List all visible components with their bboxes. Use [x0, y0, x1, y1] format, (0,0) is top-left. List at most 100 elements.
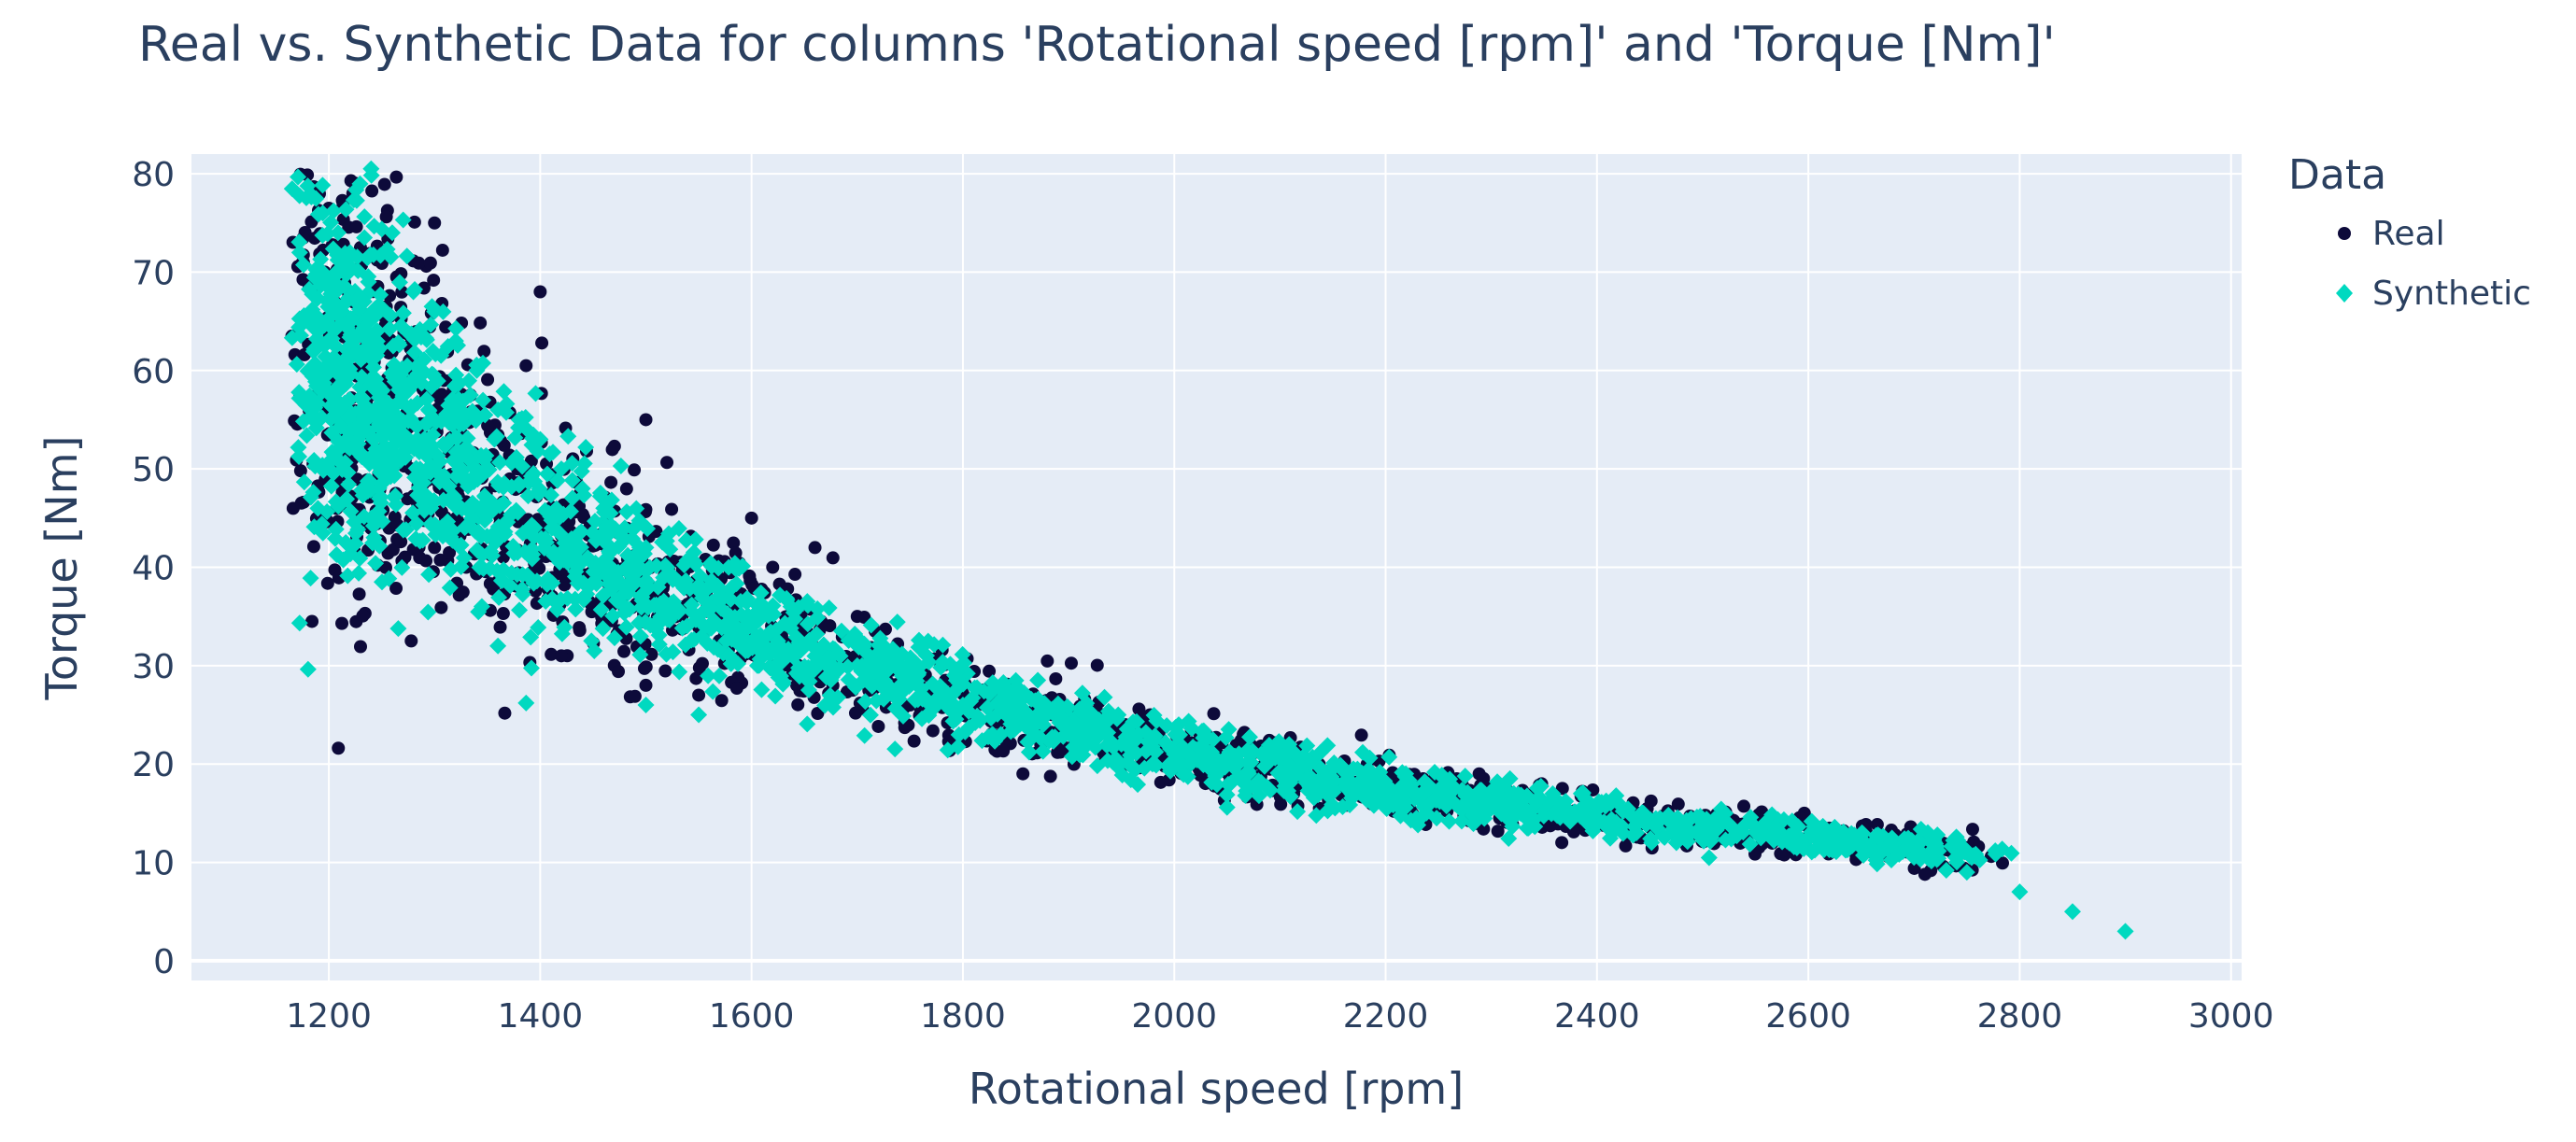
synthetic-point: [1588, 810, 1606, 827]
synthetic-point: [409, 365, 427, 383]
synthetic-point: [428, 413, 446, 430]
real-point: [1386, 766, 1400, 780]
real-point: [535, 336, 549, 350]
synthetic-point: [822, 671, 840, 689]
synthetic-point: [1712, 800, 1730, 818]
synthetic-point: [327, 493, 345, 511]
synthetic-point: [372, 286, 389, 303]
synthetic-point: [302, 570, 319, 587]
axis-ticks: 1200 1400 1600 1800 2000 2200 2400 2600 2800 3000…: [132, 156, 2273, 1036]
real-point: [706, 538, 720, 552]
legend-synthetic-label: Synthetic: [2372, 275, 2531, 313]
synthetic-point: [446, 332, 464, 350]
synthetic-point: [1637, 816, 1655, 834]
synthetic-point: [1396, 798, 1414, 816]
real-point: [1870, 818, 1884, 832]
synthetic-point: [339, 567, 357, 585]
synthetic-point: [350, 345, 368, 363]
synthetic-point: [314, 176, 332, 194]
real-point: [383, 289, 397, 303]
synthetic-point: [342, 502, 360, 520]
synthetic-point: [1693, 819, 1711, 837]
synthetic-point: [1890, 845, 1908, 863]
synthetic-point: [384, 411, 402, 429]
synthetic-point: [333, 396, 350, 414]
synthetic-point: [1436, 794, 1453, 811]
synthetic-point: [927, 679, 944, 697]
synthetic-point: [324, 320, 342, 338]
synthetic-point: [1590, 793, 1607, 811]
real-point: [443, 545, 457, 559]
synthetic-point: [1803, 843, 1820, 861]
synthetic-point: [1482, 799, 1500, 817]
synthetic-point: [1836, 834, 1854, 852]
synthetic-point: [840, 670, 857, 688]
synthetic-point: [487, 533, 504, 551]
synthetic-point: [1756, 815, 1774, 833]
real-point: [1090, 658, 1104, 672]
synthetic-point: [505, 544, 523, 562]
x-tick-label: 3000: [2188, 997, 2274, 1036]
synthetic-point: [1023, 690, 1040, 708]
synthetic-point: [1218, 786, 1236, 804]
synthetic-point: [980, 728, 998, 746]
synthetic-point: [514, 458, 531, 475]
synthetic-point: [1882, 834, 1900, 852]
real-point: [1040, 654, 1054, 668]
synthetic-point: [1029, 671, 1047, 689]
synthetic-point: [1987, 845, 2004, 863]
synthetic-point: [686, 611, 704, 628]
synthetic-point: [355, 319, 373, 337]
synthetic-point: [805, 661, 823, 679]
synthetic-point: [722, 608, 740, 626]
synthetic-point: [1500, 830, 1518, 848]
real-point: [305, 614, 319, 628]
synthetic-point: [743, 617, 760, 635]
synthetic-point: [538, 575, 556, 593]
real-point: [619, 482, 633, 496]
synthetic-point: [509, 503, 527, 521]
synthetic-point: [290, 168, 307, 186]
synthetic-point: [1208, 754, 1225, 771]
synthetic-point: [1700, 849, 1718, 867]
synthetic-point: [314, 383, 332, 401]
synthetic-point: [723, 630, 741, 648]
synthetic-point: [366, 333, 384, 351]
synthetic-point: [418, 390, 435, 408]
synthetic-point: [1555, 801, 1573, 819]
real-point: [320, 576, 334, 590]
synthetic-point: [414, 531, 432, 549]
synthetic-point: [527, 385, 545, 402]
synthetic-point: [314, 524, 332, 542]
synthetic-point: [394, 425, 412, 443]
legend-item-synthetic[interactable]: Synthetic: [2336, 275, 2531, 313]
real-point: [1049, 671, 1063, 685]
synthetic-point: [290, 439, 307, 457]
real-point: [660, 456, 674, 470]
synthetic-point: [848, 656, 866, 674]
synthetic-point: [290, 318, 308, 336]
synthetic-point: [355, 293, 373, 311]
x-tick-label: 1200: [286, 997, 372, 1036]
synthetic-point: [360, 273, 377, 290]
synthetic-point: [320, 361, 338, 379]
synthetic-point: [1376, 772, 1394, 790]
synthetic-point: [365, 218, 383, 235]
real-point: [389, 582, 403, 596]
synthetic-point: [1097, 737, 1115, 754]
real-point: [433, 553, 447, 567]
real-point: [558, 578, 572, 592]
synthetic-point: [1281, 788, 1299, 806]
real-point: [573, 624, 587, 638]
real-point: [1555, 836, 1569, 850]
legend-item-real[interactable]: Real: [2338, 215, 2445, 253]
synthetic-point: [934, 636, 952, 654]
synthetic-point: [324, 240, 342, 258]
x-tick-label: 1400: [498, 997, 584, 1036]
synthetic-point: [474, 462, 492, 480]
synthetic-point: [605, 629, 623, 647]
synthetic-point: [886, 699, 904, 717]
synthetic-point: [466, 522, 484, 540]
synthetic-point: [374, 473, 391, 491]
synthetic-point: [342, 313, 360, 331]
